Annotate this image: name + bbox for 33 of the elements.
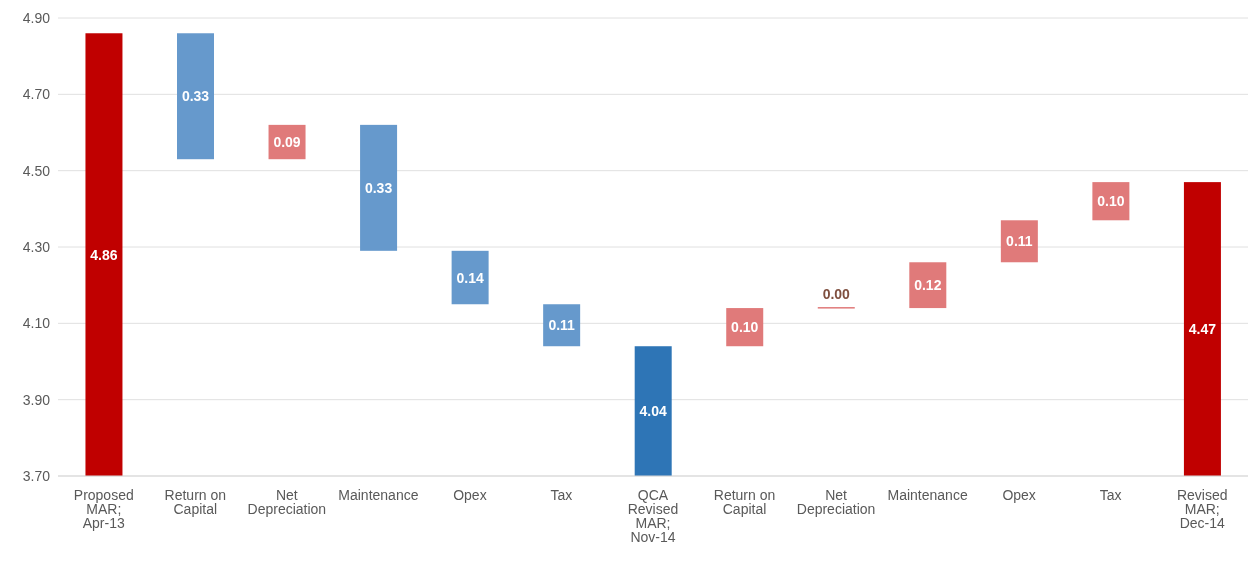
x-tick-label: Net Depreciation [796,486,876,517]
data-label: 0.33 [364,179,393,196]
data-label: 0.11 [548,317,576,334]
y-tick-label: 4.10 [22,315,51,332]
data-label: 0.10 [731,319,759,336]
data-label: 4.04 [639,403,668,420]
data-label: 0.33 [181,88,210,105]
y-tick-label: 4.70 [22,86,51,103]
x-tick-label: Return on Capital [713,486,776,517]
x-tick-label: Proposed MAR; Apr-13 [73,486,134,531]
data-label: 0.10 [1097,193,1125,210]
y-tick-label: 3.70 [22,467,51,484]
data-label: 4.47 [1188,321,1217,338]
x-tick-label: Tax [1099,486,1122,503]
x-tick-label: Opex [1002,486,1036,503]
x-tick-label: Tax [550,486,573,503]
data-label: 0.12 [914,277,942,294]
x-tick-label: Maintenance [887,486,968,503]
x-tick-label: Maintenance [338,486,419,503]
data-label: 0.11 [1006,233,1033,250]
y-tick-label: 3.90 [22,391,51,408]
data-label: 0.14 [456,269,484,286]
data-label: 0.09 [273,134,301,151]
data-label: 0.00 [822,286,851,303]
data-label: 4.86 [90,246,118,263]
x-tick-label: Net Depreciation [247,486,327,517]
x-tick-label: Revised MAR; Dec-14 [1176,486,1228,531]
y-tick-label: 4.30 [22,238,51,255]
x-tick-label: Return on Capital [164,486,227,517]
x-tick-label: QCA Revised MAR; Nov-14 [627,486,679,545]
y-tick-label: 4.90 [22,9,51,26]
y-tick-label: 4.50 [22,162,51,179]
x-tick-label: Opex [453,486,487,503]
